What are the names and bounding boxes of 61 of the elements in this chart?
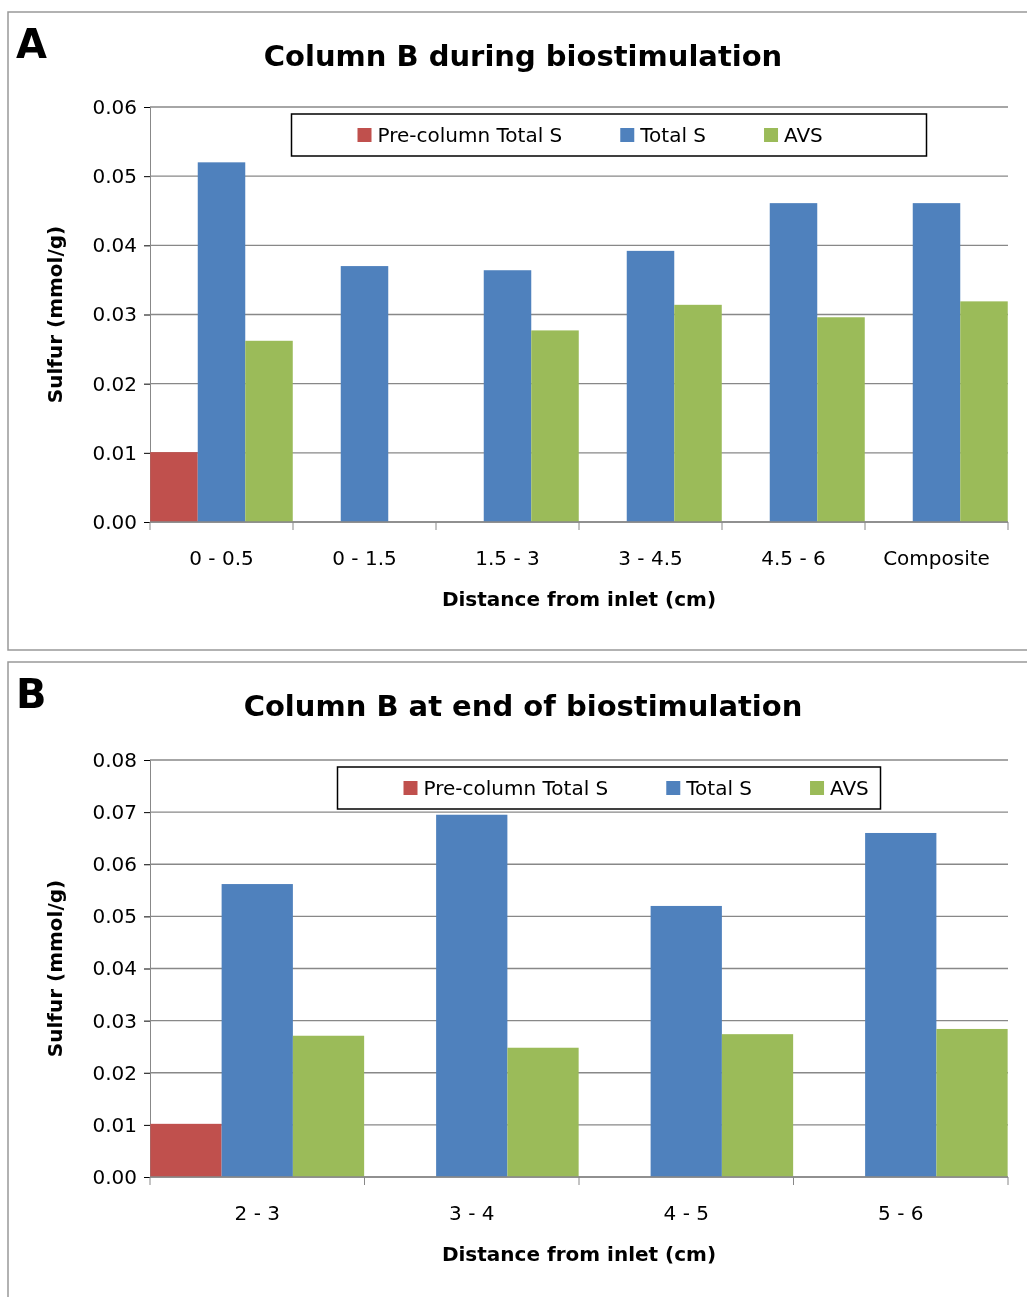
legend-label: Pre-column Total S [423,776,609,800]
y-tick-label: 0.05 [92,164,137,189]
y-tick-label: 0.01 [92,1112,137,1137]
x-tick-label: 3 - 4 [449,1201,495,1225]
bar [150,1123,222,1177]
x-axis-title: Distance from inlet (cm) [441,587,717,611]
bar [865,832,937,1177]
bar [912,203,961,522]
bar [769,203,818,522]
bar [197,162,246,522]
legend-label: Total S [685,776,753,800]
legend-label: Total S [639,123,707,147]
bar [292,1035,365,1177]
x-tick-label: 3 - 4.5 [618,546,683,570]
bar [150,452,198,522]
bar [245,340,293,522]
text: B [16,671,47,717]
x-tick-label: 2 - 3 [234,1201,280,1225]
bar [960,301,1008,522]
x-axis-title: Distance from inlet (cm) [441,1242,717,1266]
x-tick-label: 5 - 6 [878,1201,924,1225]
bar [674,304,722,522]
x-tick-label: 4.5 - 6 [761,546,826,570]
y-tick-label: 0.07 [92,800,137,825]
y-tick-label: 0.00 [92,1164,137,1189]
y-tick-label: 0.00 [92,509,137,534]
y-tick-label: 0.03 [92,1008,137,1033]
bar [817,317,865,522]
chart-title: Column B at end of biostimulation [243,689,803,723]
x-tick-label: 0 - 1.5 [332,546,397,570]
x-tick-label: 1.5 - 3 [475,546,540,570]
bar [436,814,508,1177]
chart-title: Column B during biostimulation [263,39,783,73]
legend-label: AVS [784,123,823,147]
y-tick-label: 0.06 [92,852,137,877]
y-tick-label: 0.04 [92,233,137,258]
y-axis-title: Sulfur (mmol/g) [43,225,67,404]
y-tick-label: 0.02 [92,1060,137,1085]
y-tick-label: 0.06 [92,94,137,119]
x-tick-label: 4 - 5 [663,1201,709,1225]
bar [507,1047,579,1177]
legend-label: AVS [830,776,869,800]
bar [483,270,532,522]
x-tick-label: 0 - 0.5 [189,546,254,570]
y-tick-label: 0.03 [92,302,137,327]
text: A [16,21,47,67]
bar [936,1028,1008,1177]
bar [340,266,389,522]
y-axis-title: Sulfur (mmol/g) [43,879,67,1058]
legend-label: Pre-column Total S [377,123,563,147]
y-tick-label: 0.05 [92,904,137,929]
bar [531,330,579,522]
y-tick-label: 0.02 [92,371,137,396]
bar [626,250,675,522]
bar [221,884,293,1177]
y-tick-label: 0.08 [92,747,137,772]
bar [721,1034,794,1177]
x-tick-label: Composite [883,546,990,570]
y-tick-label: 0.01 [92,440,137,465]
bar [650,905,722,1177]
y-tick-label: 0.04 [92,956,137,981]
